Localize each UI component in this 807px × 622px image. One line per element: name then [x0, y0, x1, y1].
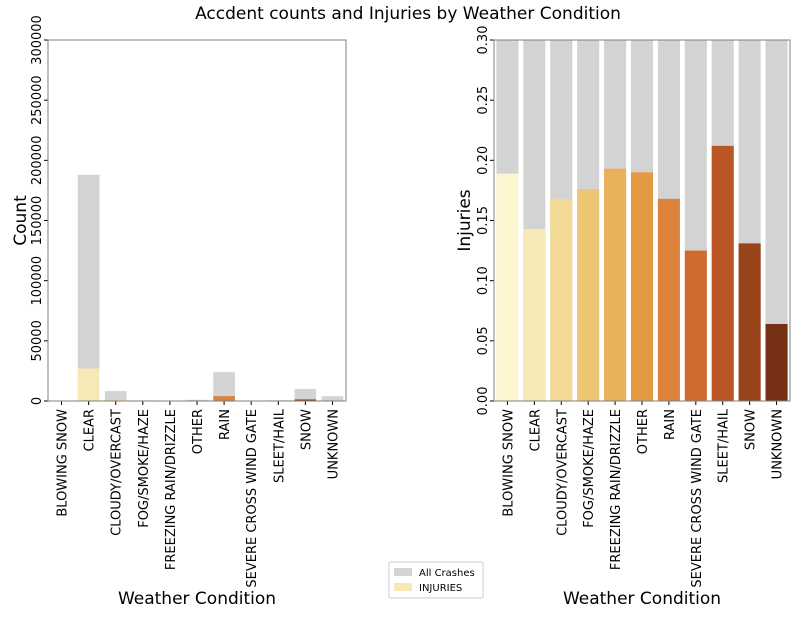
x-tick-label: BLOWING SNOW [501, 409, 516, 517]
x-tick-label: OTHER [636, 409, 651, 454]
legend-swatch-all-crashes [394, 568, 412, 576]
x-tick-label: OTHER [191, 409, 206, 454]
bar-injuries [712, 146, 734, 401]
y-tick-label: 0.00 [476, 387, 491, 416]
y-axis-label: Injuries [455, 189, 475, 251]
y-tick-label: 150000 [30, 196, 45, 246]
y-tick-label: 0.30 [476, 26, 491, 55]
bar-injuries [496, 174, 518, 401]
bar-all-crashes [322, 396, 344, 401]
y-tick-label: 0.05 [476, 326, 491, 355]
x-tick-label: FREEZING RAIN/DRIZZLE [164, 409, 179, 570]
x-tick-label: SNOW [744, 409, 759, 450]
x-axis-label: Weather Condition [118, 589, 276, 609]
x-tick-label: SEVERE CROSS WIND GATE [245, 409, 260, 588]
bar-injuries [766, 324, 788, 401]
legend-swatch-injuries [394, 583, 412, 591]
y-tick-label: 300000 [30, 15, 45, 65]
y-tick-label: 100000 [30, 256, 45, 306]
x-tick-label: RAIN [218, 409, 233, 440]
y-tick-label: 0 [30, 397, 45, 405]
bar-injuries [631, 172, 653, 401]
bar-all-crashes [78, 175, 100, 401]
y-axis-label: Count [11, 195, 31, 246]
x-axis-label: Weather Condition [563, 589, 721, 609]
x-tick-label: FOG/SMOKE/HAZE [582, 409, 597, 528]
x-tick-label: UNKNOWN [771, 409, 786, 479]
legend-label-all-crashes: All Crashes [419, 568, 475, 579]
y-tick-label: 0.25 [476, 86, 491, 115]
x-tick-label: CLEAR [528, 409, 543, 451]
y-tick-label: 0.15 [476, 206, 491, 235]
y-tick-label: 250000 [30, 75, 45, 125]
legend-label-injuries: INJURIES [419, 583, 462, 594]
x-tick-label: SNOW [299, 409, 314, 450]
bar-injuries [213, 396, 235, 401]
bar-injuries [658, 199, 680, 401]
x-tick-label: FOG/SMOKE/HAZE [137, 409, 152, 528]
bar-all-crashes [295, 389, 317, 401]
bar-injuries [78, 369, 100, 401]
bar-injuries [577, 189, 599, 401]
x-tick-label: CLEAR [83, 409, 98, 451]
x-tick-label: CLOUDY/OVERCAST [555, 409, 570, 536]
x-tick-label: FREEZING RAIN/DRIZZLE [609, 409, 624, 570]
x-tick-label: RAIN [663, 409, 678, 440]
chart-title: Accdent counts and Injuries by Weather C… [195, 4, 621, 24]
x-tick-label: CLOUDY/OVERCAST [110, 409, 125, 536]
y-tick-label: 0.10 [476, 266, 491, 295]
x-tick-label: BLOWING SNOW [56, 409, 71, 517]
x-tick-label: SLEET/HAIL [272, 408, 287, 483]
bar-injuries [523, 229, 545, 401]
y-tick-label: 0.20 [476, 146, 491, 175]
bar-injuries [550, 199, 572, 401]
injury-rate-chart: BLOWING SNOW CLEAR CLOUDY/OVERCAST FOG/SMOK… [455, 26, 790, 609]
bar-injuries [685, 251, 707, 401]
y-tick-label: 200000 [30, 136, 45, 186]
y-tick-label: 50000 [30, 320, 45, 361]
x-tick-label: SEVERE CROSS WIND GATE [690, 409, 705, 588]
count-chart: BLOWING SNOW CLEAR CLOUDY/OVERCAST FOG/SMOK… [11, 15, 346, 609]
bar-injuries [604, 169, 626, 401]
x-tick-label: SLEET/HAIL [717, 408, 732, 483]
legend: All Crashes INJURIES [389, 562, 483, 598]
bar-injuries [739, 243, 761, 401]
x-tick-label: UNKNOWN [326, 409, 341, 479]
